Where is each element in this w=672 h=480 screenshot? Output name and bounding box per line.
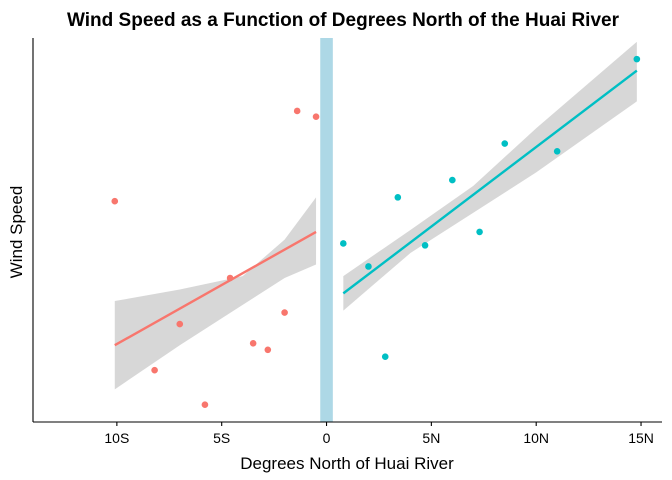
x-tick-label: 0 [323, 430, 331, 446]
data-point-north [421, 242, 429, 249]
confidence-band-north [343, 41, 637, 311]
x-tick-label: 10N [523, 430, 549, 446]
data-point-south [312, 113, 320, 121]
y-axis-label: Wind Speed [7, 186, 26, 279]
river-band-layer [320, 38, 333, 422]
data-point-south [226, 274, 234, 282]
x-tick-label: 5N [422, 430, 440, 446]
data-point-south [111, 197, 119, 205]
chart-title: Wind Speed as a Function of Degrees Nort… [67, 10, 620, 31]
data-point-north [501, 140, 509, 147]
data-point-north [394, 194, 402, 201]
confidence-band-layer [114, 41, 637, 390]
data-point-south [151, 366, 158, 374]
data-point-north [365, 263, 372, 270]
data-point-north [449, 176, 456, 184]
data-point-south [176, 320, 184, 328]
x-tick-label: 5S [213, 430, 230, 446]
data-point-south [249, 339, 257, 347]
x-tick-label: 10S [104, 430, 129, 446]
data-point-layer [111, 55, 641, 409]
confidence-band-south [114, 197, 317, 390]
data-point-north [340, 240, 347, 247]
data-point-north [381, 353, 389, 361]
x-axis-label: Degrees North of Huai River [240, 454, 454, 473]
x-tick-label: 15N [628, 430, 654, 446]
fit-line-layer [114, 69, 638, 347]
fit-line-south [114, 230, 317, 347]
data-point-north [476, 228, 483, 236]
data-point-north [553, 147, 561, 155]
data-point-south [201, 401, 209, 409]
data-point-south [264, 346, 272, 354]
x-axis-ticks: 10S 5S 0 5N 10N 15N [104, 422, 654, 446]
plot-area [111, 38, 641, 422]
fit-line-north [342, 69, 638, 295]
data-point-south [281, 309, 288, 316]
river-band [320, 38, 333, 422]
data-point-north [633, 55, 641, 63]
data-point-south [293, 107, 301, 115]
